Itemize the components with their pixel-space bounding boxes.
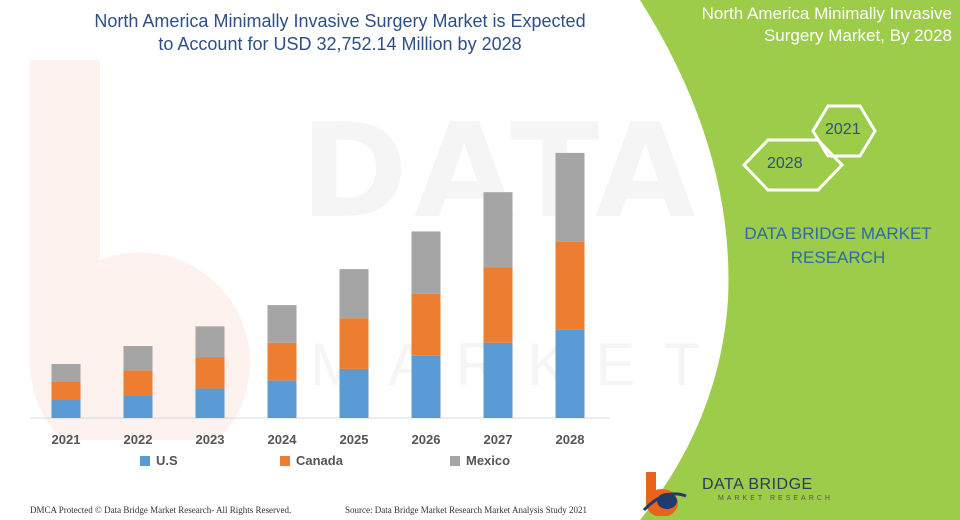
bar-mexico-2023 <box>195 326 225 358</box>
bar-us-2027 <box>483 342 513 418</box>
bar-canada-2025 <box>339 318 369 369</box>
hexagon-small <box>811 104 877 158</box>
bar-canada-2027 <box>483 267 513 343</box>
legend-swatch-canada <box>280 455 290 466</box>
bar-mexico-2022 <box>123 346 153 371</box>
brand-text: DATA BRIDGE MARKET RESEARCH <box>728 222 948 270</box>
legend-label-mexico: Mexico <box>466 453 511 468</box>
bar-mexico-2028 <box>555 152 585 242</box>
bar-us-2023 <box>195 388 225 418</box>
bar-canada-2022 <box>123 370 153 396</box>
bar-us-2028 <box>555 329 585 418</box>
legend-item-us: U.S <box>140 453 220 468</box>
bar-us-2024 <box>267 380 297 418</box>
chart-legend: U.S Canada Mexico <box>140 453 570 468</box>
data-bridge-logo-icon <box>642 472 687 516</box>
bar-canada-2026 <box>411 293 441 356</box>
bar-us-2026 <box>411 355 441 418</box>
legend-swatch-mexico <box>450 455 460 466</box>
footer-source: Source: Data Bridge Market Research Mark… <box>345 505 587 515</box>
bar-canada-2023 <box>195 357 225 389</box>
panel-title: North America Minimally Invasive Surgery… <box>632 3 952 47</box>
legend-label-us: U.S <box>156 453 178 468</box>
chart-title-line1: North America Minimally Invasive Surgery… <box>94 11 586 31</box>
x-tick-label-2021: 2021 <box>52 432 81 447</box>
brand-line1: DATA BRIDGE MARKET <box>744 224 932 243</box>
x-tick-label-2025: 2025 <box>340 432 369 447</box>
x-tick-label-2022: 2022 <box>124 432 153 447</box>
brand-line2: RESEARCH <box>790 248 886 267</box>
bar-us-2021 <box>51 400 81 418</box>
bar-mexico-2026 <box>411 231 441 294</box>
bar-mexico-2021 <box>51 364 81 382</box>
x-tick-label-2027: 2027 <box>484 432 513 447</box>
stacked-bar-chart: 2021 2022 2023 2024 2025 2026 2027 2028 <box>30 152 610 447</box>
bar-us-2022 <box>123 395 153 418</box>
bar-canada-2021 <box>51 382 81 400</box>
bar-us-2025 <box>339 368 369 418</box>
legend-swatch-us <box>140 455 150 466</box>
x-tick-label-2023: 2023 <box>196 432 225 447</box>
x-tick-label-2026: 2026 <box>412 432 441 447</box>
x-tick-label-2024: 2024 <box>268 432 298 447</box>
bar-canada-2024 <box>267 342 297 381</box>
legend-label-canada: Canada <box>296 453 343 468</box>
logo-name: DATA BRIDGE <box>702 476 813 493</box>
bar-canada-2028 <box>555 241 585 330</box>
bar-mexico-2025 <box>339 269 369 319</box>
legend-item-canada: Canada <box>280 453 390 468</box>
legend-item-mexico: Mexico <box>450 453 510 468</box>
hexagon-small-label: 2021 <box>825 121 861 138</box>
logo-subtitle: MARKET RESEARCH <box>718 495 833 502</box>
panel-title-line2: Surgery Market, By 2028 <box>763 26 952 45</box>
footer-copyright: DMCA Protected © Data Bridge Market Rese… <box>30 505 292 515</box>
x-tick-label-2028: 2028 <box>556 432 585 447</box>
panel-title-line1: North America Minimally Invasive <box>701 4 952 23</box>
chart-title: North America Minimally Invasive Surgery… <box>40 10 640 56</box>
hexagon-large-label: 2028 <box>767 155 803 172</box>
bar-mexico-2024 <box>267 305 297 343</box>
bar-mexico-2027 <box>483 192 513 268</box>
chart-title-line2: to Account for USD 32,752.14 Million by … <box>158 34 522 54</box>
